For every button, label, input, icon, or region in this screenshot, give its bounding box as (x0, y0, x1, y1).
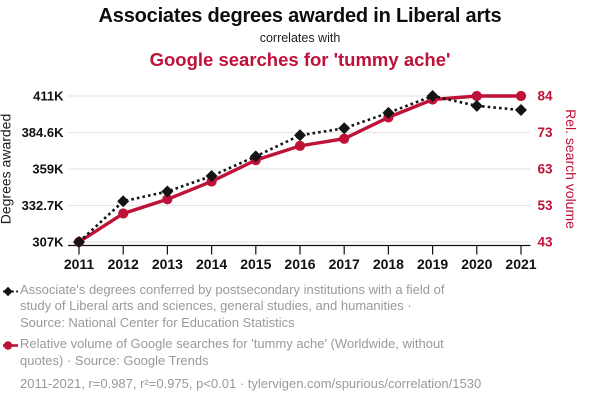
x-axis-tick-label: 2015 (240, 256, 271, 272)
data-point-diamond (338, 122, 351, 135)
left-axis-tick-label: 307K (32, 235, 64, 250)
chart-header: Associates degrees awarded in Liberal ar… (0, 0, 600, 71)
x-axis-tick-label: 2021 (505, 256, 536, 272)
legend-text-line: Relative volume of Google searches for '… (20, 336, 444, 352)
legend-text-line: study of Liberal arts and sciences, gene… (20, 298, 412, 314)
data-point-circle (471, 90, 482, 102)
data-point-diamond (294, 129, 306, 142)
x-axis-tick-label: 2014 (196, 256, 227, 272)
x-axis-tick-label: 2019 (417, 256, 448, 272)
data-point-diamond (117, 195, 130, 208)
legend-text-line: Source: National Center for Education St… (20, 314, 295, 330)
left-axis-title: Degrees awarded (0, 114, 14, 225)
legend-text-line: Associate's degrees conferred by postsec… (20, 282, 445, 297)
x-axis-tick-label: 2017 (329, 256, 360, 272)
left-axis-tick-label: 411K (33, 89, 64, 104)
data-point-diamond (470, 99, 483, 112)
page-title: Associates degrees awarded in Liberal ar… (98, 5, 502, 27)
data-point-circle (294, 140, 306, 151)
correlates-with-label: correlates with (259, 31, 341, 45)
x-axis-tick-label: 2020 (461, 256, 492, 272)
right-axis-tick-label: 43 (538, 235, 554, 250)
right-axis-tick-label: 73 (538, 125, 554, 140)
legend-item-searches: Relative volume of Google searches for '… (2, 336, 572, 369)
legend-item-degrees: Associate's degrees conferred by postsec… (2, 282, 572, 331)
x-axis-tick-label: 2018 (373, 256, 404, 272)
secondary-title: Google searches for 'tummy ache' (149, 49, 451, 70)
data-point-circle (118, 208, 129, 219)
left-axis-tick-label: 359K (32, 162, 64, 177)
x-axis-tick-label: 2011 (64, 256, 95, 272)
data-point-diamond (515, 104, 527, 117)
data-point-circle (162, 194, 173, 205)
right-axis-title: Rel. search volume (563, 109, 579, 229)
data-point-diamond (161, 185, 174, 198)
legend-text-line: quotes) · Source: Google Trends (20, 352, 209, 368)
right-axis-tick-label: 84 (538, 89, 554, 104)
data-point-diamond (205, 170, 218, 183)
right-axis-tick-label: 63 (538, 162, 554, 177)
data-point-circle (515, 90, 527, 102)
red-solid-circle-series-icon (2, 339, 19, 350)
left-axis-tick-label: 384.6K (22, 125, 65, 140)
data-point-diamond (249, 150, 262, 163)
x-axis-tick-label: 2016 (284, 256, 315, 272)
data-point-diamond (426, 90, 439, 102)
correlation-line-chart: 411K 84 384.6K 73 359K 63 332.7K 53 307K 43 2011 20… (0, 89, 579, 273)
data-point-diamond (73, 236, 85, 248)
black-dashed-diamond-series-icon (2, 285, 19, 297)
chart-legend: Associate's degrees conferred by postsec… (2, 282, 572, 392)
x-axis-tick-label: 2013 (152, 256, 183, 272)
data-point-diamond (382, 106, 395, 119)
x-axis-tick-label: 2012 (108, 256, 139, 272)
stats-footnote: 2011-2021, r=0.987, r²=0.975, p<0.01 · t… (20, 376, 482, 392)
right-axis-tick-label: 53 (538, 198, 554, 213)
left-axis-tick-label: 332.7K (22, 198, 65, 213)
data-point-circle (339, 133, 350, 144)
